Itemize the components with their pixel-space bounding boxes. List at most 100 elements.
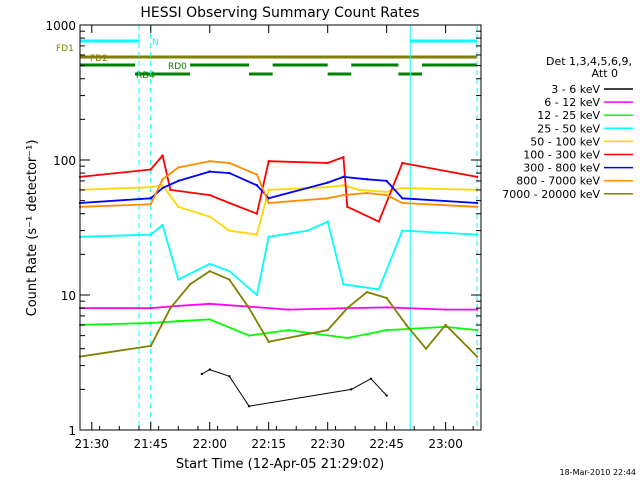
series-2-point bbox=[287, 328, 290, 332]
y-axis: 1 10 100 1000 bbox=[45, 19, 481, 438]
x-tick-label: 22:30 bbox=[310, 437, 345, 451]
series-1-point bbox=[149, 306, 152, 310]
series-8-point bbox=[346, 306, 349, 310]
series-5-point bbox=[267, 159, 270, 163]
y-tick-label: 1000 bbox=[45, 19, 76, 33]
legend-entry-label: 7000 - 20000 keV bbox=[502, 188, 600, 201]
series-line-1 bbox=[80, 302, 478, 311]
series-line-4 bbox=[79, 184, 478, 236]
series-2-point bbox=[149, 321, 152, 325]
series-0-point bbox=[247, 405, 251, 408]
flag-rd4-label: RD4 bbox=[136, 71, 155, 81]
series-6-point bbox=[385, 179, 388, 183]
timestamp: 18-Mar-2010 22:44 bbox=[560, 468, 637, 477]
series-7-point bbox=[326, 197, 329, 200]
series-4-point bbox=[228, 229, 231, 232]
series-1-point bbox=[177, 304, 180, 308]
series-2-point bbox=[247, 334, 251, 337]
series-8-point bbox=[424, 347, 428, 350]
series-3-point bbox=[177, 278, 180, 281]
series-7-point bbox=[385, 193, 388, 197]
legend-header: Det 1,3,4,5,6,9, bbox=[546, 55, 632, 68]
flag-n-label: N bbox=[152, 38, 159, 48]
series-6-point bbox=[208, 170, 211, 173]
series-2-point bbox=[385, 328, 388, 332]
series-1-point bbox=[475, 308, 479, 311]
series-3-point bbox=[306, 229, 310, 232]
series-0-point bbox=[228, 375, 231, 378]
series-6-point bbox=[326, 181, 329, 184]
series-0-point bbox=[208, 368, 211, 371]
series-6-point bbox=[475, 201, 479, 205]
x-tick-label: 22:00 bbox=[192, 437, 227, 451]
x-tick-label: 21:30 bbox=[74, 437, 109, 451]
series-7-point bbox=[267, 201, 270, 205]
series-3-point bbox=[475, 233, 479, 236]
series-0-point bbox=[200, 372, 204, 376]
series-5-point bbox=[161, 154, 164, 157]
x-tick-label: 23:00 bbox=[428, 437, 463, 451]
series-4-point bbox=[177, 205, 180, 209]
x-axis-label: Start Time (12-Apr-05 21:29:02) bbox=[176, 457, 384, 472]
series-4-point bbox=[342, 184, 345, 187]
series-8-point bbox=[475, 355, 479, 358]
series-5-point bbox=[342, 155, 345, 159]
series-7-point bbox=[177, 166, 180, 169]
series-5-point bbox=[149, 168, 152, 171]
series-0-point bbox=[385, 394, 388, 397]
series-3-point bbox=[149, 233, 152, 236]
series-8-point bbox=[405, 323, 408, 327]
series-7-point bbox=[365, 191, 369, 195]
y-tick-label: 100 bbox=[53, 154, 76, 168]
series-6-point bbox=[365, 178, 369, 181]
legend-entry-label: 300 - 800 keV bbox=[523, 162, 600, 175]
series-3-point bbox=[255, 293, 259, 297]
series-6-point bbox=[401, 197, 404, 200]
series-8-point bbox=[208, 270, 211, 273]
series-4-point bbox=[385, 190, 388, 194]
series-5-point bbox=[475, 175, 479, 179]
series-3-point bbox=[342, 283, 345, 286]
legend-entry-label: 25 - 50 keV bbox=[537, 122, 600, 135]
series-line-2 bbox=[79, 318, 478, 339]
series-5-point bbox=[401, 161, 404, 165]
series-6-point bbox=[228, 171, 231, 175]
series-4-point bbox=[326, 185, 329, 189]
series-5-point bbox=[346, 205, 349, 209]
x-tick-label: 21:45 bbox=[133, 437, 168, 451]
plot-frame bbox=[79, 24, 482, 431]
series-8-point bbox=[326, 328, 329, 332]
series-7-point bbox=[342, 193, 345, 197]
series-1-point bbox=[287, 308, 290, 311]
series-8-point bbox=[149, 344, 152, 348]
series-6-point bbox=[267, 197, 270, 200]
legend-entry-label: 800 - 7000 keV bbox=[516, 175, 600, 188]
y-tick-label: 1 bbox=[68, 424, 76, 438]
series-4-point bbox=[208, 215, 211, 218]
x-tick-label: 22:45 bbox=[369, 437, 404, 451]
series-5-point bbox=[228, 201, 231, 205]
legend-entry-label: 50 - 100 keV bbox=[530, 135, 600, 148]
series-3-point bbox=[161, 223, 164, 227]
series-6-point bbox=[161, 186, 164, 190]
y-axis-label: Count Rate (s⁻¹ detector⁻¹) bbox=[25, 140, 40, 317]
series-3-point bbox=[208, 262, 211, 266]
x-tick-label: 22:15 bbox=[251, 437, 286, 451]
series-8-point bbox=[188, 283, 192, 286]
series-3-point bbox=[377, 288, 380, 291]
series-line-6 bbox=[79, 170, 478, 204]
legend-entry-label: 100 - 300 keV bbox=[523, 149, 600, 162]
series-5-point bbox=[208, 193, 211, 197]
legend-entry-label: 3 - 6 keV bbox=[551, 83, 600, 96]
series-4-point bbox=[161, 184, 164, 187]
series-7-point bbox=[208, 159, 211, 163]
flag-fd1-label: FD1 bbox=[56, 44, 74, 54]
flag-fd2-label: FD2 bbox=[90, 54, 108, 64]
series-line-3 bbox=[79, 220, 478, 296]
flag-rd0-label: RD0 bbox=[168, 62, 187, 72]
series-4-point bbox=[267, 188, 270, 192]
series-4-point bbox=[357, 188, 361, 192]
series-3-point bbox=[326, 220, 329, 223]
series-7-point bbox=[255, 173, 259, 176]
